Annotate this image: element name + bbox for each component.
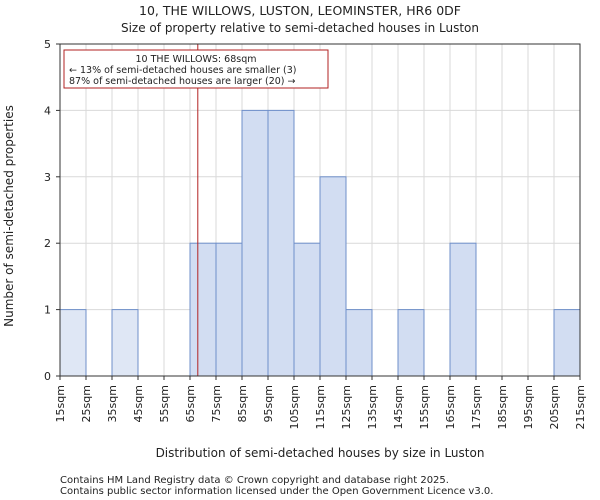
x-tick-label: 175sqm: [470, 385, 483, 429]
bar: [397, 309, 425, 377]
x-tick-label: 145sqm: [392, 385, 405, 429]
footer-line1: Contains HM Land Registry data © Crown c…: [60, 475, 449, 486]
bar: [59, 309, 87, 377]
y-tick-label: 2: [44, 237, 51, 250]
bar: [319, 176, 347, 377]
x-tick-label: 165sqm: [444, 385, 457, 429]
chart-title-line2: Size of property relative to semi-detach…: [121, 21, 479, 35]
bar: [111, 309, 139, 377]
x-tick-label: 155sqm: [418, 385, 431, 429]
x-tick-label: 195sqm: [522, 385, 535, 429]
y-tick-label: 5: [44, 38, 51, 51]
y-tick-label: 3: [44, 171, 51, 184]
x-tick-label: 55sqm: [158, 385, 171, 422]
bar: [241, 109, 269, 377]
x-tick-label: 85sqm: [236, 385, 249, 422]
chart-title-line1: 10, THE WILLOWS, LUSTON, LEOMINSTER, HR6…: [139, 3, 461, 18]
x-axis-label: Distribution of semi-detached houses by …: [156, 446, 485, 460]
annotation-frame: [63, 49, 329, 89]
y-tick-label: 0: [44, 370, 51, 383]
x-tick-label: 115sqm: [314, 385, 327, 429]
x-tick-label: 135sqm: [366, 385, 379, 429]
bar: [267, 109, 295, 377]
x-tick-label: 15sqm: [54, 385, 67, 422]
x-tick-label: 75sqm: [210, 385, 223, 422]
x-tick-label: 105sqm: [288, 385, 301, 429]
x-tick-label: 185sqm: [496, 385, 509, 429]
x-tick-label: 25sqm: [80, 385, 93, 422]
x-tick-label: 95sqm: [262, 385, 275, 422]
x-tick-label: 125sqm: [340, 385, 353, 429]
footer-line2: Contains public sector information licen…: [60, 486, 493, 497]
annotation-box: 10 THE WILLOWS: 68sqm ← 13% of semi-deta…: [63, 49, 329, 89]
y-tick-labels: 0 1 2 3 4 5: [44, 38, 60, 383]
bar: [345, 309, 373, 377]
y-axis-label: Number of semi-detached properties: [2, 105, 16, 327]
x-tick-label: 45sqm: [132, 385, 145, 422]
x-tick-labels: 15sqm 25sqm 35sqm 45sqm 55sqm 65sqm 75sqm 85sqm…: [54, 376, 587, 429]
x-tick-label: 65sqm: [184, 385, 197, 422]
bar: [215, 242, 243, 377]
annotation-line2: ← 13% of semi-detached houses are smalle…: [69, 65, 297, 76]
annotation-line3: 87% of semi-detached houses are larger (…: [69, 76, 296, 87]
x-tick-label: 215sqm: [574, 385, 587, 429]
y-tick-label: 1: [44, 304, 51, 317]
bar: [293, 242, 321, 377]
bar: [449, 242, 477, 377]
bar: [553, 309, 581, 377]
x-tick-label: 35sqm: [106, 385, 119, 422]
annotation-line1: 10 THE WILLOWS: 68sqm: [136, 54, 257, 65]
x-tick-label: 205sqm: [548, 385, 561, 429]
y-tick-label: 4: [44, 104, 51, 117]
bar: [189, 242, 217, 377]
